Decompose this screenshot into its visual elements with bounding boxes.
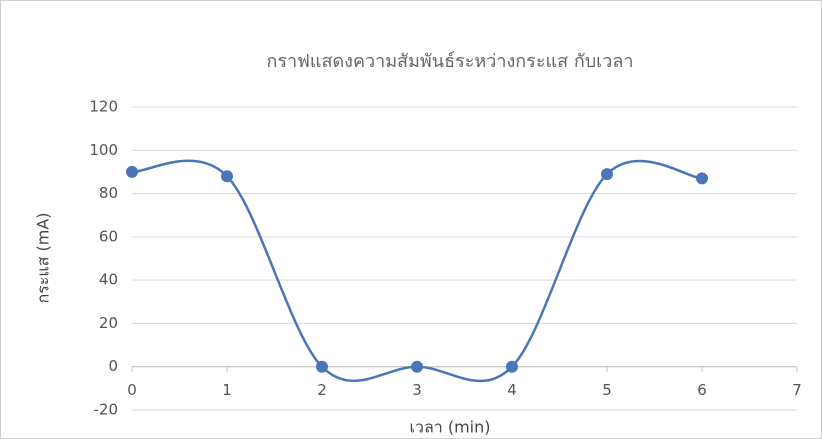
data-point [411,360,423,373]
x-tick-label: 2 [317,381,327,399]
x-tick-label: 6 [697,381,707,399]
x-tick-label: 4 [507,381,517,399]
chart-title: กราฟแสดงความสัมพันธ์ระหว่างกระแส กับเวลา [266,51,633,72]
x-tick-label: 5 [602,381,612,399]
x-axis-label: เวลา (min) [410,418,491,437]
y-tick-label: 80 [99,184,118,202]
data-point [601,168,613,181]
y-tick-label: 0 [108,357,118,375]
x-tick-label: 7 [792,381,802,399]
data-point [696,172,708,185]
y-tick-label: 40 [99,271,118,289]
y-tick-label: 20 [99,314,118,332]
y-axis-label: กระแส (mA) [34,212,53,303]
y-tick-label: 60 [99,227,118,245]
data-point [506,360,518,373]
x-tick-label: 0 [127,381,137,399]
y-tick-label: 120 [89,98,118,116]
x-tick-label: 1 [222,381,232,399]
data-point [221,170,233,183]
data-point [126,165,138,178]
x-tick-label: 3 [412,381,422,399]
data-point [316,360,328,373]
y-tick-label: -20 [94,401,119,419]
y-tick-label: 100 [89,141,118,159]
